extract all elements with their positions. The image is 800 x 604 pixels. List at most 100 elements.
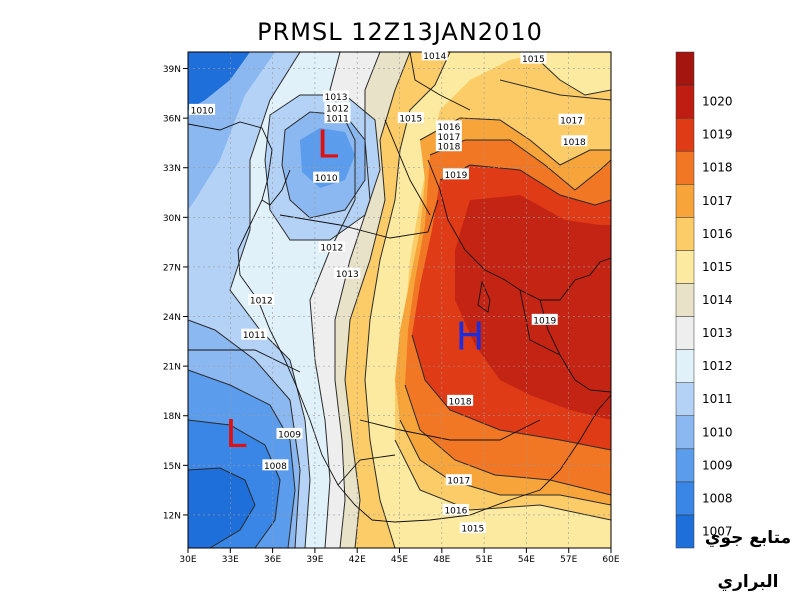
contour-label-text: 1016	[437, 123, 460, 133]
isobar	[188, 319, 301, 548]
contour-label-bg	[324, 102, 351, 114]
colorbar-swatch	[675, 349, 695, 383]
colorbar-swatch	[675, 117, 695, 152]
x-tick-label: 42E	[349, 555, 366, 565]
colorbar-label: 1009	[702, 458, 733, 472]
contour-label: 1016	[435, 120, 462, 133]
contour-label-text: 1015	[399, 115, 422, 125]
contour-label-text: 1014	[423, 52, 446, 62]
contour-label: 1011	[241, 328, 268, 341]
contour-label-text: 1017	[560, 116, 583, 126]
colorbar-swatch	[675, 217, 695, 251]
contour-label-bg	[531, 313, 558, 325]
contour-label-bg	[397, 112, 424, 124]
contour-label-text: 1018	[563, 138, 586, 148]
contour-label-bg	[241, 328, 268, 340]
colorbar-swatch	[675, 51, 695, 86]
border	[359, 419, 541, 441]
y-tick-label: 18N	[163, 412, 181, 422]
contour-label-bg	[334, 267, 361, 279]
isobar	[411, 334, 611, 451]
border	[337, 454, 396, 486]
y-tick-label: 39N	[163, 65, 181, 75]
contour-label-text: 1010	[191, 106, 214, 116]
contour-label-bg	[447, 394, 474, 406]
contour-label-text: 1017	[447, 477, 470, 487]
x-tick-label: 60E	[602, 555, 619, 565]
contour-label-bg	[318, 241, 345, 253]
colorbar-label: 1014	[702, 293, 733, 307]
contour-label-text: 1010	[315, 174, 338, 184]
coastline	[188, 121, 373, 521]
contour-label-bg	[313, 171, 340, 183]
colorbar-label: 1011	[702, 392, 733, 406]
isobar	[344, 52, 411, 548]
pressure-center-label: L	[317, 123, 338, 167]
x-tick-label: 30E	[179, 555, 196, 565]
border	[409, 52, 471, 111]
colorbar-label: 1016	[702, 227, 733, 241]
y-tick-label: 36N	[163, 115, 181, 125]
contour-label: 1013	[323, 90, 350, 103]
colorbar-swatch	[675, 481, 695, 516]
y-tick-label: 21N	[163, 363, 181, 373]
contour-label: 1012	[318, 241, 345, 254]
contour-label-bg	[323, 90, 350, 102]
y-tick-label: 24N	[163, 313, 181, 323]
colorbar-label: 1015	[702, 260, 733, 274]
border	[519, 289, 561, 356]
contour-label-bg	[276, 427, 303, 439]
contour-label-bg	[459, 522, 486, 534]
contour-label: 1008	[262, 459, 289, 472]
colorbar-label: 1007	[702, 524, 733, 538]
contour-label: 1011	[324, 112, 351, 125]
contour-label-bg	[324, 112, 351, 124]
signature-line-2: البراري	[717, 572, 779, 592]
pressure-center-label: L	[225, 412, 246, 456]
contour-label: 1013	[334, 267, 361, 280]
contour-label-text: 1018	[449, 397, 472, 407]
border	[279, 199, 439, 239]
isobar	[188, 467, 256, 548]
coastline	[539, 299, 611, 393]
contour-label-bg	[435, 130, 462, 142]
contour-label-text: 1012	[326, 105, 349, 115]
colorbar-label: 1010	[702, 425, 733, 439]
contour-label-bg	[558, 113, 585, 125]
y-axis: 39N 36N 33N 30N 27N 24N 21N 18N 15N 12N	[163, 65, 188, 521]
colorbar-label: 1012	[702, 359, 733, 373]
contour-label: 1018	[435, 140, 462, 153]
contour-label-text: 1017	[437, 133, 460, 143]
contour-label-bg	[445, 474, 472, 486]
y-tick-label: 30N	[163, 214, 181, 224]
contour-label-bg	[561, 135, 588, 147]
colorbar-swatch	[675, 84, 695, 119]
y-tick-label: 12N	[163, 511, 181, 521]
contour-label: 1014	[421, 49, 448, 62]
colorbar-swatch	[675, 184, 695, 218]
colorbar-swatch	[675, 316, 695, 350]
contour-label-text: 1009	[278, 430, 301, 440]
contour-label-text: 1012	[320, 244, 343, 254]
grid-lines	[188, 52, 611, 548]
contour-label: 1010	[189, 103, 216, 116]
isobar	[429, 139, 611, 191]
colorbar-label: 1018	[702, 161, 733, 175]
colorbar-label: 1008	[702, 491, 733, 505]
contour-label: 1015	[397, 112, 424, 125]
author-signature: متابع جوي البراري	[700, 516, 796, 604]
colorbar-swatch	[675, 150, 695, 185]
x-tick-label: 48E	[433, 555, 450, 565]
contour-label: 1012	[324, 102, 351, 115]
contour-label-text: 1015	[461, 525, 484, 535]
contour-label-bg	[520, 52, 547, 64]
chart-title: PRMSL 12Z13JAN2010	[257, 18, 543, 46]
contour-label-bg	[262, 459, 289, 471]
x-tick-label: 39E	[306, 555, 323, 565]
contour-label: 1015	[459, 522, 486, 535]
colorbar-swatch	[675, 448, 695, 483]
signature-line-1: متابع جوي	[704, 528, 792, 548]
contour-label: 1018	[447, 394, 474, 407]
field-1015-east	[365, 52, 611, 548]
